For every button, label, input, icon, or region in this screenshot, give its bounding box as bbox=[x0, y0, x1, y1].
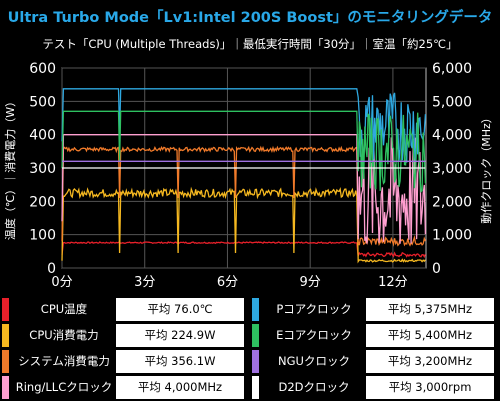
monitoring-chart: 0 100 200 300 400 500 600 0 1,000 2,000 3,000 4,000… bbox=[3, 61, 493, 290]
legend-average-value: 平均 3,200MHz bbox=[366, 350, 494, 373]
x-tick-label: 12分 bbox=[378, 275, 408, 290]
y2-tick-label: 6,000 bbox=[432, 61, 472, 77]
legend-item: Eコアクロック 平均 5,400MHz bbox=[250, 324, 500, 349]
y-tick-label: 600 bbox=[29, 61, 56, 77]
y-axis-label: 温度（℃）｜消費電力（W） bbox=[3, 96, 17, 240]
legend-item: Pコアクロック 平均 5,375MHz bbox=[250, 298, 500, 323]
y-tick-label: 400 bbox=[29, 128, 56, 144]
legend-item: NGUクロック 平均 3,200MHz bbox=[250, 350, 500, 375]
legend-series-name: CPU温度 bbox=[40, 302, 88, 316]
series-line-1 bbox=[61, 186, 426, 264]
y-tick-label: 200 bbox=[29, 194, 56, 210]
legend-average-value: 平均 224.9W bbox=[116, 324, 244, 347]
legend-swatch bbox=[2, 324, 9, 347]
legend-series-name: CPU消費電力 bbox=[29, 328, 99, 342]
series-line-0 bbox=[61, 241, 426, 259]
legend-item: システム消費電力 平均 356.1W bbox=[0, 350, 250, 375]
legend-average-value: 平均 5,375MHz bbox=[366, 298, 494, 321]
y-tick-label: 300 bbox=[29, 161, 56, 177]
y2-axis-label: 動作クロック（MHz） bbox=[479, 112, 493, 224]
legend-swatch bbox=[2, 298, 9, 321]
y-tick-label: 100 bbox=[29, 228, 56, 244]
legend-item: D2Dクロック 平均 3,000rpm bbox=[250, 376, 500, 401]
series-line-2 bbox=[61, 145, 426, 247]
y-tick-label: 500 bbox=[29, 94, 56, 110]
series-line-5 bbox=[61, 110, 427, 193]
y2-tick-label: 2,000 bbox=[432, 194, 472, 210]
legend-swatch bbox=[2, 350, 9, 373]
chart-subtitle: テスト「CPU (Multiple Threads)」｜最低実行時間「30分」｜… bbox=[42, 37, 458, 51]
legend-average-value: 平均 356.1W bbox=[116, 350, 244, 373]
y2-tick-label: 0 bbox=[432, 261, 441, 277]
legend-item: Ring/LLCクロック 平均 4,000MHz bbox=[0, 376, 250, 401]
chart-title: Ultra Turbo Mode「Lv1:Intel 200S Boost」のモ… bbox=[7, 10, 493, 26]
legend-average-value: 平均 76.0℃ bbox=[116, 298, 244, 321]
legend-swatch bbox=[2, 376, 9, 399]
series-line-3 bbox=[61, 134, 427, 244]
legend-swatch bbox=[252, 298, 259, 321]
legend-swatch bbox=[252, 376, 259, 399]
y2-tick-label: 4,000 bbox=[432, 128, 472, 144]
legend-item: CPU温度 平均 76.0℃ bbox=[0, 298, 250, 323]
legend-average-value: 平均 3,000rpm bbox=[366, 376, 494, 399]
x-tick-label: 3分 bbox=[134, 275, 155, 290]
legend-series-name: Ring/LLCクロック bbox=[15, 380, 113, 394]
y2-tick-label: 1,000 bbox=[432, 228, 472, 244]
y2-tick-label: 5,000 bbox=[432, 94, 472, 110]
y-tick-label: 0 bbox=[47, 261, 56, 277]
legend-average-value: 平均 5,400MHz bbox=[366, 324, 494, 347]
legend-series-name: D2Dクロック bbox=[278, 380, 350, 394]
x-tick-label: 0分 bbox=[51, 275, 72, 290]
legend-item: CPU消費電力 平均 224.9W bbox=[0, 324, 250, 349]
legend-series-name: Eコアクロック bbox=[276, 328, 352, 342]
legend-series-name: システム消費電力 bbox=[18, 354, 110, 368]
x-tick-label: 6分 bbox=[217, 275, 238, 290]
legend-series-name: NGUクロック bbox=[278, 354, 350, 368]
x-tick-label: 9分 bbox=[300, 275, 321, 290]
legend-swatch bbox=[252, 350, 259, 373]
legend-series-name: Pコアクロック bbox=[276, 302, 352, 316]
y2-tick-label: 3,000 bbox=[432, 161, 472, 177]
legend-swatch bbox=[252, 324, 259, 347]
legend: CPU温度 平均 76.0℃ Pコアクロック 平均 5,375MHz CPU消費電力 平均… bbox=[0, 292, 500, 400]
legend-average-value: 平均 4,000MHz bbox=[116, 376, 244, 399]
